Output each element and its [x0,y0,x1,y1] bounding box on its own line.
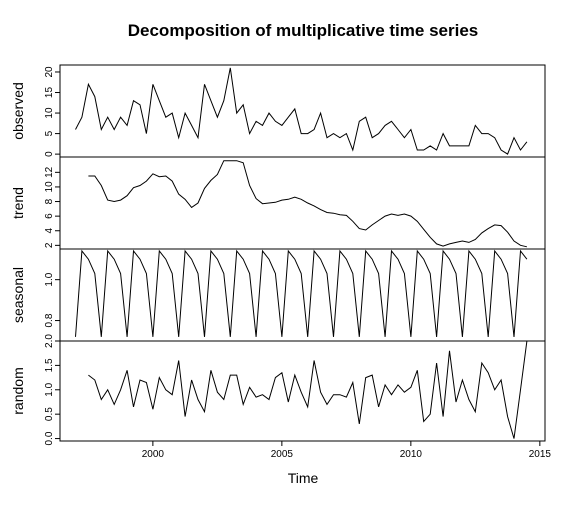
series-line-random [88,340,528,439]
chart-title: Decomposition of multiplicative time ser… [128,21,478,40]
y-tick-label: 1.5 [44,358,55,372]
x-tick-label: 2015 [529,449,552,460]
y-tick-label: 1.0 [44,272,55,286]
y-tick-label: 10 [44,181,55,193]
panels-group: 0 5 10 15 20 observed 2 4 6 8 10 12 trend 0.8 1.0 seaso… [10,64,546,446]
y-tick-label: 10 [44,107,55,119]
y-tick-label: 2.0 [44,334,55,348]
panel-seasonal: 0.8 1.0 seasonal [10,248,546,342]
panel-ylabel-trend: trend [10,187,26,219]
panel-trend: 2 4 6 8 10 12 trend [10,156,546,250]
y-tick-label: 1.0 [44,382,55,396]
x-axis: 2000 2005 2010 2015 [142,440,552,460]
y-tick-label: 4 [44,228,55,234]
panel-random: 0.0 0.5 1.0 1.5 2.0 random [10,334,546,446]
panel-frame [59,64,546,158]
y-tick-label: 2 [44,242,55,248]
panel-ylabel-observed: observed [10,82,26,140]
series-line-observed [75,67,528,155]
x-tick-label: 2000 [142,449,165,460]
x-tick-label: 2010 [400,449,423,460]
y-tick-label: 12 [44,166,55,178]
y-tick-label: 0.8 [44,313,55,327]
panel-observed: 0 5 10 15 20 observed [10,64,546,158]
y-tick-label: 0.5 [44,407,55,421]
x-axis-label: Time [288,470,319,486]
panel-frame [59,340,546,442]
series-line-seasonal [75,249,528,337]
x-tick-label: 2005 [271,449,294,460]
y-tick-label: 15 [44,87,55,99]
y-tick-label: 20 [44,66,55,78]
panel-ylabel-seasonal: seasonal [10,267,26,323]
y-tick-label: 0 [44,151,55,157]
panel-ylabel-random: random [10,367,26,414]
y-tick-label: 0.0 [44,431,55,445]
series-line-trend [88,160,528,248]
panel-frame [59,156,546,250]
y-tick-label: 8 [44,198,55,204]
y-tick-label: 6 [44,213,55,219]
y-tick-label: 5 [44,130,55,136]
